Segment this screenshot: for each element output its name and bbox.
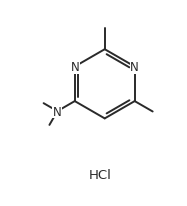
Text: HCl: HCl [89, 168, 111, 181]
Text: N: N [130, 61, 139, 74]
Text: N: N [53, 105, 62, 118]
Text: N: N [70, 61, 79, 74]
